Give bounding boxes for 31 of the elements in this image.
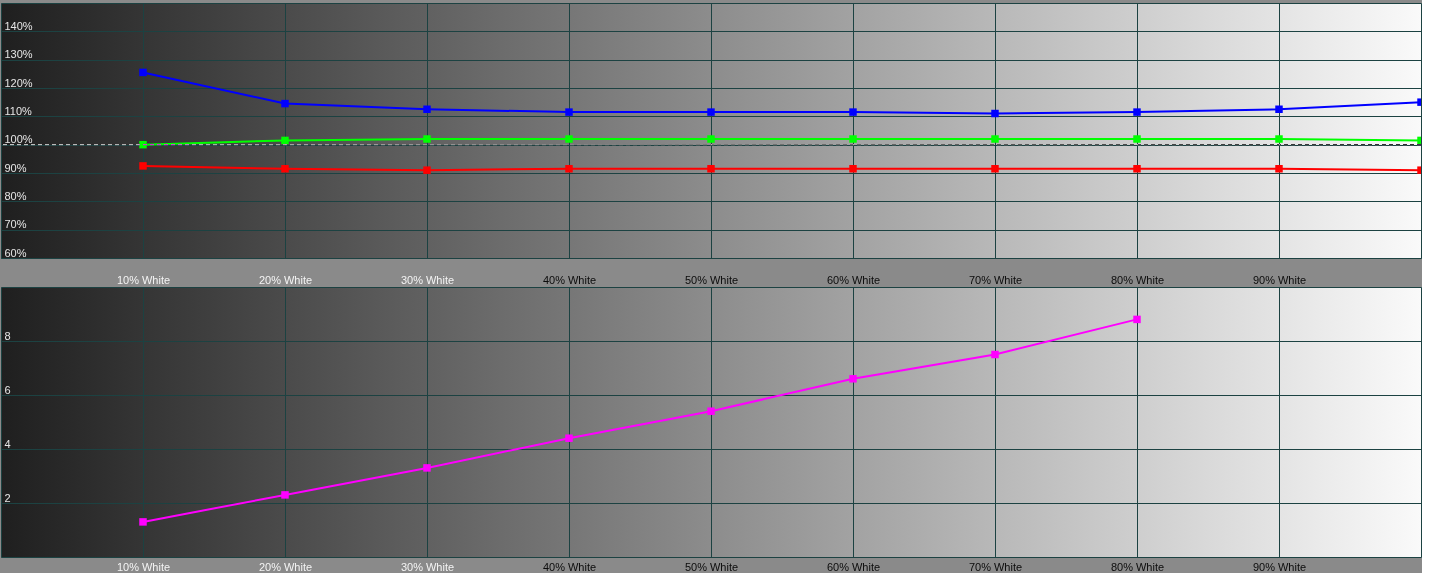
y-tick-label: 130%: [4, 48, 33, 61]
x-tick-label: 50% White: [684, 560, 739, 573]
x-tick-label: 90% White: [1252, 273, 1307, 286]
x-tick-label: 20% White: [258, 273, 313, 286]
y-tick-label: 140%: [4, 19, 33, 32]
x-tick-label: 80% White: [1110, 560, 1165, 573]
y-tick-label: 4: [4, 437, 11, 450]
y-tick-label: 6: [4, 383, 11, 396]
x-tick-label: 80% White: [1110, 273, 1165, 286]
x-tick-label: 20% White: [258, 560, 313, 573]
x-tick-label: 90% White: [1252, 560, 1307, 573]
x-tick-label: 60% White: [826, 560, 881, 573]
y-tick-label: 100%: [4, 133, 33, 146]
x-tick-label: 40% White: [542, 273, 597, 286]
x-tick-label: 70% White: [968, 560, 1023, 573]
y-tick-label: 120%: [4, 76, 33, 89]
x-tick-label: 50% White: [684, 273, 739, 286]
x-tick-label: 10% White: [116, 273, 171, 286]
y-tick-label: 110%: [4, 104, 33, 117]
x-tick-label: 10% White: [116, 560, 171, 573]
y-tick-label: 60%: [4, 246, 27, 259]
x-tick-label: 30% White: [400, 273, 455, 286]
x-tick-label: 60% White: [826, 273, 881, 286]
y-tick-label: 80%: [4, 189, 27, 202]
y-tick-label: 70%: [4, 218, 27, 231]
x-tick-label: 30% White: [400, 560, 455, 573]
y-tick-label: 90%: [4, 161, 27, 174]
y-tick-label: 8: [4, 329, 11, 342]
x-tick-label: 70% White: [968, 273, 1023, 286]
y-tick-label: 2: [4, 491, 11, 504]
x-tick-label: 40% White: [542, 560, 597, 573]
